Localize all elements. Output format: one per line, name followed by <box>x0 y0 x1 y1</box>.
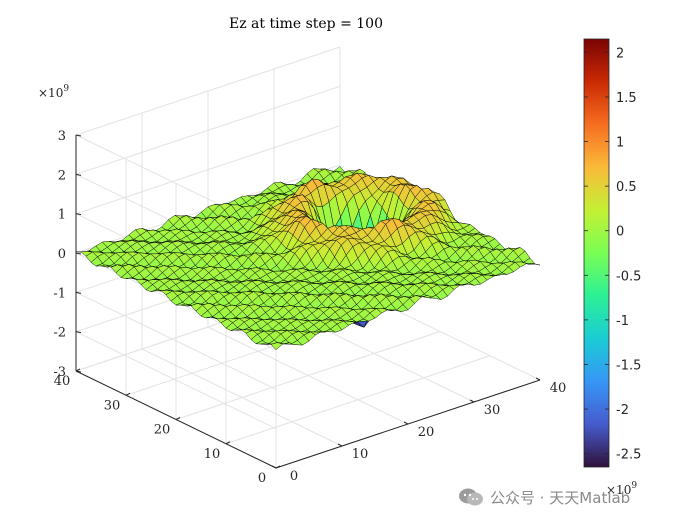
y-tick-label: 0 <box>258 471 266 486</box>
y-tick <box>275 465 281 469</box>
colorbar-tick-label: -1 <box>616 314 629 329</box>
x-tick-label: 20 <box>418 425 435 440</box>
watermark: 公众号 · 天天Matlab <box>458 486 630 508</box>
colorbar-tick-label: -2 <box>616 403 629 418</box>
colorbar-gradient <box>583 38 610 468</box>
colorbar-tick-label: 0 <box>616 225 624 240</box>
gridline-y-floor <box>175 331 441 420</box>
x-tick <box>535 377 541 381</box>
colorbar-tick-label: -0.5 <box>616 269 641 284</box>
x-tick <box>469 399 475 403</box>
z-tick-label: 1 <box>58 208 66 223</box>
x-tick <box>337 443 343 447</box>
watermark-text: 公众号 · 天天Matlab <box>490 488 631 507</box>
z-tick <box>75 213 82 216</box>
z-tick <box>75 331 82 334</box>
x-tick <box>271 465 277 469</box>
colorbar: 2 1.5 1 0.5 0 -0.5 -1 -1.5 -2 -2.5 <box>583 38 641 468</box>
z-axis-multiplier: ×109 <box>38 84 69 100</box>
wechat-icon <box>459 488 483 506</box>
colorbar-tick-label: 1.5 <box>616 91 637 106</box>
surface-patch <box>528 263 541 266</box>
colorbar-tick-label: 1 <box>616 136 624 151</box>
z-tick <box>75 134 82 137</box>
z-tick-label: -3 <box>53 365 66 380</box>
y-tick-label: 10 <box>204 447 221 462</box>
colorbar-tick-label: -1.5 <box>616 358 641 373</box>
y-tick-label: 20 <box>154 423 171 438</box>
z-tick-label: -2 <box>53 326 66 341</box>
z-tick <box>75 252 82 255</box>
z-tick-label: 3 <box>58 129 66 144</box>
colorbar-tick-label: -2.5 <box>616 448 641 463</box>
y-tick <box>175 417 181 420</box>
z-tick-label: 2 <box>58 168 66 183</box>
x-tick-label: 0 <box>290 469 298 484</box>
x-tick-label: 30 <box>484 403 501 418</box>
z-tick <box>75 291 82 294</box>
z-tick-label: -1 <box>53 286 66 301</box>
z-tick <box>75 370 82 373</box>
surface-plot <box>75 166 541 351</box>
x-tick-label: 10 <box>352 447 369 462</box>
colorbar-tick-label: 0.5 <box>616 180 637 195</box>
chart-title: Ez at time step = 100 <box>229 16 383 32</box>
z-tick <box>75 173 82 176</box>
x-tick <box>403 421 409 425</box>
y-tick <box>225 441 231 445</box>
z-tick-label: 0 <box>58 247 66 262</box>
y-tick <box>125 392 131 396</box>
colorbar-tick-label: 2 <box>616 46 624 61</box>
y-tick-label: 40 <box>54 374 71 389</box>
colorbar-multiplier: ×109 <box>606 481 637 497</box>
x-tick-label: 40 <box>550 381 567 396</box>
y-tick-label: 30 <box>104 398 121 413</box>
